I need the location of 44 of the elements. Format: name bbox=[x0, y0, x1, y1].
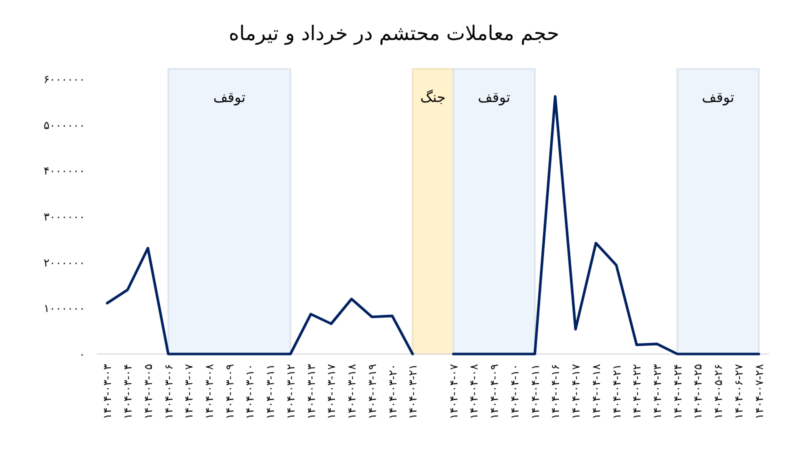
x-tick-label: ۱۴۰۴-۰۶-۲۷ bbox=[732, 364, 746, 420]
x-tick-label: ۱۴۰۴-۰۳-۱۷ bbox=[325, 364, 338, 420]
x-tick-label: ۱۴۰۴-۰۴-۲۲ bbox=[630, 364, 644, 420]
y-tick-label: ۴۰۰۰۰۰۰ bbox=[44, 164, 85, 178]
band-label: جنگ bbox=[420, 89, 446, 106]
x-tick-label: ۱۴۰۴-۰۳-۰۵ bbox=[142, 364, 155, 420]
x-tick-label: ۱۴۰۴-۰۳-۰۶ bbox=[162, 364, 176, 420]
x-tick-label: ۱۴۰۴-۰۳-۱۸ bbox=[346, 364, 359, 420]
x-tick-label: ۱۴۰۴-۰۳-۱۳ bbox=[304, 364, 318, 420]
y-tick-label: ۲۰۰۰۰۰۰ bbox=[44, 256, 85, 270]
x-tick-label: ۱۴۰۴-۰۳-۰۸ bbox=[203, 364, 216, 420]
x-tick-label: ۱۴۰۴-۰۳-۱۲ bbox=[284, 364, 298, 420]
x-tick-label: ۱۴۰۴-۰۴-۲۱ bbox=[610, 364, 624, 420]
y-tick-label: ۰ bbox=[79, 348, 85, 361]
x-tick-label: ۱۴۰۴-۰۳-۲۱ bbox=[406, 364, 420, 420]
x-tick-label: ۱۴۰۴-۰۳-۱۹ bbox=[366, 364, 379, 420]
y-tick-label: ۵۰۰۰۰۰۰ bbox=[44, 118, 85, 132]
x-tick-label: ۱۴۰۴-۰۳-۰۴ bbox=[122, 364, 135, 420]
y-tick-label: ۳۰۰۰۰۰۰ bbox=[44, 210, 85, 224]
x-tick-label: ۱۴۰۴-۰۴-۱۱ bbox=[528, 364, 542, 420]
x-tick-label: ۱۴۰۴-۰۴-۱۷ bbox=[570, 364, 583, 420]
y-tick-label: ۱۰۰۰۰۰۰ bbox=[44, 302, 85, 316]
x-tick-label: ۱۴۰۴-۰۴-۱۰ bbox=[508, 364, 522, 420]
x-tick-label: ۱۴۰۴-۰۳-۱۰ bbox=[244, 364, 257, 420]
x-tick-label: ۱۴۰۴-۰۴-۲۴ bbox=[671, 364, 684, 420]
x-tick-label: ۱۴۰۴-۰۷-۲۸ bbox=[752, 364, 766, 420]
x-tick-label: ۱۴۰۴-۰۴-۲۵ bbox=[692, 364, 705, 420]
x-tick-label: ۱۴۰۴-۰۴-۱۶ bbox=[549, 364, 562, 420]
x-tick-label: ۱۴۰۴-۰۴-۱۸ bbox=[590, 364, 603, 420]
x-tick-label: ۱۴۰۴-۰۳-۲۰ bbox=[386, 364, 400, 420]
x-tick-label: ۱۴۰۴-۰۴-۰۸ bbox=[468, 364, 481, 420]
x-tick-label: ۱۴۰۴-۰۴-۰۷ bbox=[447, 364, 460, 420]
x-tick-label: ۱۴۰۴-۰۳-۰۹ bbox=[223, 364, 236, 420]
band-label: توقف bbox=[213, 90, 246, 106]
x-tick-label: ۱۴۰۴-۰۵-۲۶ bbox=[712, 364, 726, 420]
x-tick-label: ۱۴۰۴-۰۴-۲۳ bbox=[651, 364, 664, 420]
x-tick-label: ۱۴۰۴-۰۳-۰۳ bbox=[101, 364, 114, 420]
y-tick-label: ۶۰۰۰۰۰۰ bbox=[44, 73, 85, 86]
x-tick-label: ۱۴۰۴-۰۳-۱۱ bbox=[264, 364, 278, 420]
x-tick-label: ۱۴۰۴-۰۳-۰۷ bbox=[182, 364, 196, 420]
band-label: توقف bbox=[478, 90, 510, 106]
band-label: توقف bbox=[702, 90, 734, 106]
x-tick-label: ۱۴۰۴-۰۴-۰۹ bbox=[488, 364, 502, 420]
chart-title: حجم معاملات محتشم در خرداد و تیرماه bbox=[228, 21, 560, 45]
